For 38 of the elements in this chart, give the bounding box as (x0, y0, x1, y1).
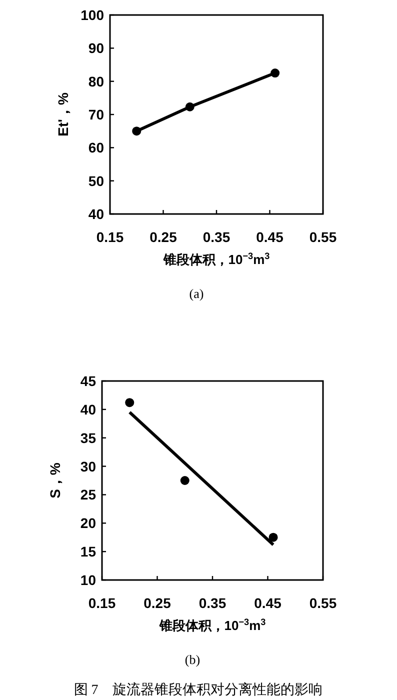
y-tick-label: 30 (80, 458, 96, 474)
y-tick-label: 40 (88, 206, 104, 222)
caption: 图 7 旋流器锥段体积对分离性能的影响 (74, 682, 322, 698)
y-tick-label: 50 (88, 172, 104, 189)
y-tick-label: 40 (80, 401, 96, 418)
x-tick-label: 0.55 (309, 229, 337, 245)
x-tick-label: 0.45 (256, 229, 284, 245)
y-tick-label: 45 (80, 373, 96, 389)
y-tick-label: 10 (80, 572, 96, 588)
point (125, 398, 134, 408)
y-tick-label: 20 (80, 515, 96, 532)
x-tick-label: 0.55 (309, 595, 337, 611)
y-tick-label: 100 (80, 7, 104, 23)
y-tick-label: 70 (88, 106, 104, 122)
y-tick-label: 90 (88, 40, 104, 56)
x-axis-title: 锥段体积，10$^{−3}$m$^{3}$ (162, 251, 270, 267)
x-tick-label: 0.15 (88, 595, 116, 611)
y-axis-title: Et'，% (55, 92, 71, 136)
point (132, 126, 142, 136)
x-axis-title: 锥段体积，10$^{−3}$m$^{3}$ (158, 617, 266, 633)
y-tick-label: 35 (80, 430, 96, 446)
y-axis-title: S，% (47, 462, 63, 498)
point (270, 68, 280, 78)
x-tick-label: 0.25 (144, 595, 172, 611)
y-tick-label: 80 (88, 73, 104, 90)
x-tick-label: 0.15 (96, 229, 124, 245)
x-tick-label: 0.35 (202, 229, 230, 245)
y-tick-label: 25 (80, 486, 96, 503)
x-tick-label: 0.45 (254, 595, 282, 611)
text: (a) (189, 286, 204, 301)
y-tick-label: 15 (80, 544, 96, 560)
x-tick-label: 0.35 (198, 595, 226, 611)
text: (b) (184, 652, 200, 667)
point (268, 532, 278, 542)
y-tick-label: 60 (88, 140, 104, 156)
point (185, 102, 194, 112)
point (180, 476, 190, 485)
x-tick-label: 0.25 (150, 229, 178, 245)
